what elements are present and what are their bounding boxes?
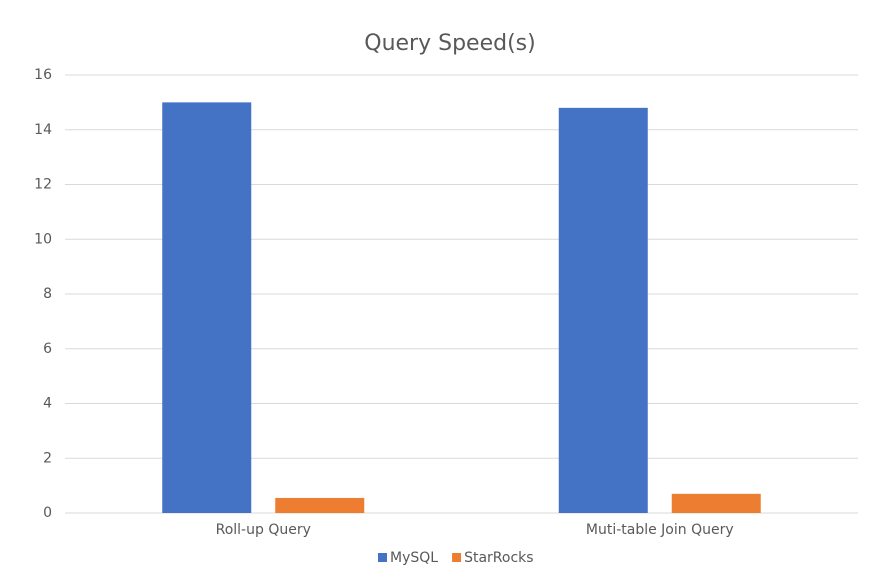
legend-label: StarRocks [464, 550, 533, 566]
y-tick-label: 8 [43, 286, 52, 302]
bar [671, 493, 761, 513]
bar [275, 497, 365, 513]
y-tick-label: 12 [34, 177, 52, 193]
x-tick-label: Muti-table Join Query [586, 522, 734, 538]
y-tick-label: 0 [43, 505, 52, 521]
bar [162, 102, 252, 513]
legend-swatch [452, 553, 462, 562]
y-tick-label: 14 [34, 122, 52, 138]
y-tick-label: 16 [34, 67, 52, 83]
chart-title: Query Speed(s) [364, 31, 535, 56]
legend-swatch [378, 553, 387, 562]
y-tick-label: 2 [43, 450, 52, 466]
y-tick-label: 4 [43, 396, 52, 412]
y-tick-label: 10 [34, 231, 52, 247]
y-tick-label: 6 [43, 341, 52, 357]
x-tick-label: Roll-up Query [216, 522, 311, 538]
bar [558, 107, 648, 513]
legend-label: MySQL [390, 550, 438, 566]
